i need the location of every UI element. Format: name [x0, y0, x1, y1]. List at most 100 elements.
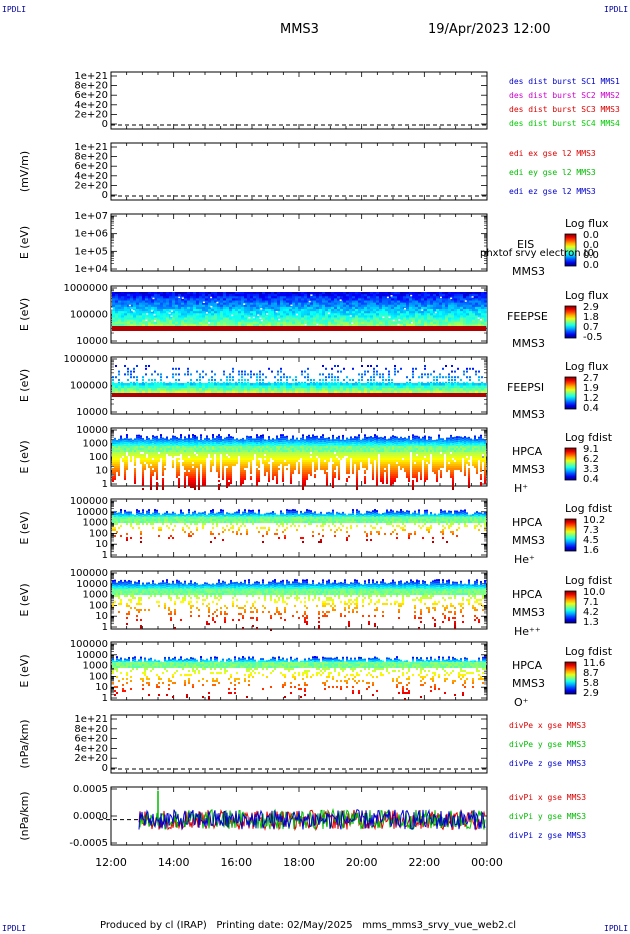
y-tick-label-4: 1000000 — [63, 354, 108, 365]
y-tick-label-2: 1e+06 — [74, 229, 108, 240]
y-tick-label-0: 2e+20 — [74, 109, 108, 120]
y-tick-label-10: 0.0000 — [73, 811, 108, 822]
colorbar — [564, 233, 577, 267]
colorbar-title: Log flux — [565, 217, 609, 230]
colorbar-title: Log fdist — [565, 645, 613, 658]
legend-entry-1: edi ey gse l2 MMS3 — [509, 168, 596, 177]
spacecraft-label: MMS3 — [512, 606, 545, 619]
y-tick-label-3: 100000 — [70, 310, 108, 321]
y-tick-label-9: 8e+20 — [74, 724, 108, 735]
heatmap-speck — [410, 321, 413, 324]
colorbar — [564, 661, 577, 695]
legend-entry-0: des dist burst SC4 MMS4 — [509, 119, 620, 128]
corner-label-bl: IPDLI — [2, 924, 27, 933]
heatmap-speck — [205, 312, 208, 314]
heatmap-speck — [398, 319, 401, 321]
x-tick-label: 00:00 — [471, 856, 503, 869]
heatmap-speck — [145, 319, 148, 322]
y-tick-label-3: 10000 — [76, 336, 108, 347]
heatmap-speck — [132, 310, 135, 312]
heatmap-speck — [275, 310, 278, 313]
colorbar-tick-label: 2.9 — [583, 302, 599, 313]
y-tick-label-7: 1000 — [83, 590, 108, 601]
heatmap-band — [112, 326, 486, 331]
heatmap-speck — [257, 314, 260, 316]
x-tick-label: 20:00 — [346, 856, 378, 869]
instrument-label: HPCA — [512, 445, 543, 458]
legend-entry-10: divPi x gse MMS3 — [509, 793, 586, 802]
heatmap-speck — [388, 316, 391, 319]
y-tick-label-5: 1000 — [83, 439, 108, 450]
y-axis-label-4: E (eV) — [18, 369, 31, 402]
y-tick-label-0: 4e+20 — [74, 100, 108, 111]
heatmap-speck — [316, 323, 319, 326]
corner-label-tl: IPDLI — [2, 5, 27, 14]
y-tick-label-1: 4e+20 — [74, 171, 108, 182]
y-tick-label-6: 1000 — [83, 518, 108, 529]
y-tick-label-6: 100000 — [70, 496, 108, 507]
panel-frame-9 — [110, 714, 488, 774]
colorbar-tick-label: 7.1 — [583, 597, 599, 608]
colorbar-tick-label: 11.6 — [583, 658, 605, 669]
heatmap-speck — [231, 314, 234, 317]
colorbar — [564, 376, 577, 410]
y-tick-label-9: 1e+21 — [74, 714, 108, 725]
colorbar-tick-label: 1.8 — [583, 312, 599, 323]
species-label: He⁺ — [514, 553, 535, 566]
y-tick-label-9: 0 — [102, 763, 108, 774]
legend-entry-0: des dist burst SC2 MMS2 — [509, 91, 620, 100]
heatmap-speck — [210, 305, 213, 308]
heatmap-cells — [112, 434, 486, 490]
y-tick-label-7: 100 — [89, 600, 108, 611]
y-tick-label-8: 1000 — [83, 661, 108, 672]
y-tick-label-8: 100000 — [70, 639, 108, 650]
heatmap-speck — [266, 313, 269, 315]
heatmap-speck — [296, 313, 299, 316]
colorbar-tick-label: 0.7 — [583, 322, 599, 333]
heatmap-speck — [216, 301, 219, 304]
y-tick-label-2: 1e+07 — [74, 211, 108, 222]
legend-entry-0: des dist burst SC1 MMS1 — [509, 77, 620, 86]
heatmap-speck — [382, 316, 385, 319]
x-tick-label: 14:00 — [158, 856, 190, 869]
y-axis-label-1: (mV/m) — [18, 151, 31, 192]
heatmap-speck — [181, 297, 184, 299]
species-label: He⁺⁺ — [514, 625, 541, 638]
colorbar-title: Log fdist — [565, 431, 613, 444]
y-tick-label-1: 8e+20 — [74, 152, 108, 163]
x-tick-label: 22:00 — [408, 856, 440, 869]
divpi-z-series — [138, 808, 486, 830]
colorbar — [564, 305, 577, 339]
y-tick-label-8: 10 — [95, 682, 108, 693]
heatmap-speck — [304, 323, 307, 326]
x-tick-label: 18:00 — [283, 856, 315, 869]
heatmap-speck — [260, 308, 263, 310]
y-axis-label-2: E (eV) — [18, 226, 31, 259]
heatmap-speck — [208, 322, 211, 324]
y-axis-label-5: E (eV) — [18, 440, 31, 473]
heatmap-speck — [243, 303, 246, 305]
y-tick-label-6: 100 — [89, 528, 108, 539]
y-axis-label-8: E (eV) — [18, 654, 31, 687]
heatmap-speck — [351, 322, 354, 324]
heatmap-cells — [112, 656, 486, 700]
y-tick-label-4: 100000 — [70, 381, 108, 392]
y-tick-label-6: 10 — [95, 539, 108, 550]
instrument-label: HPCA — [512, 516, 543, 529]
heatmap-speck — [210, 296, 213, 299]
y-tick-label-1: 2e+20 — [74, 180, 108, 191]
colorbar-tick-label: 1.6 — [583, 545, 599, 556]
heatmap-speck — [450, 297, 453, 300]
colorbar-tick-label: 2.9 — [583, 688, 599, 699]
colorbar-title: Log fdist — [565, 502, 613, 515]
instrument-label: EIS — [517, 238, 534, 251]
corner-label-br: IPDLI — [604, 924, 629, 933]
heatmap-speck — [150, 310, 153, 312]
heatmap-speck — [154, 320, 157, 322]
heatmap-speck — [290, 304, 293, 307]
legend-entry-9: divPe y gse MMS3 — [509, 740, 586, 749]
y-tick-label-10: -0.0005 — [69, 838, 108, 849]
heatmap-speck — [153, 313, 156, 316]
y-axis-label-7: E (eV) — [18, 583, 31, 616]
y-tick-label-4: 10000 — [76, 407, 108, 418]
